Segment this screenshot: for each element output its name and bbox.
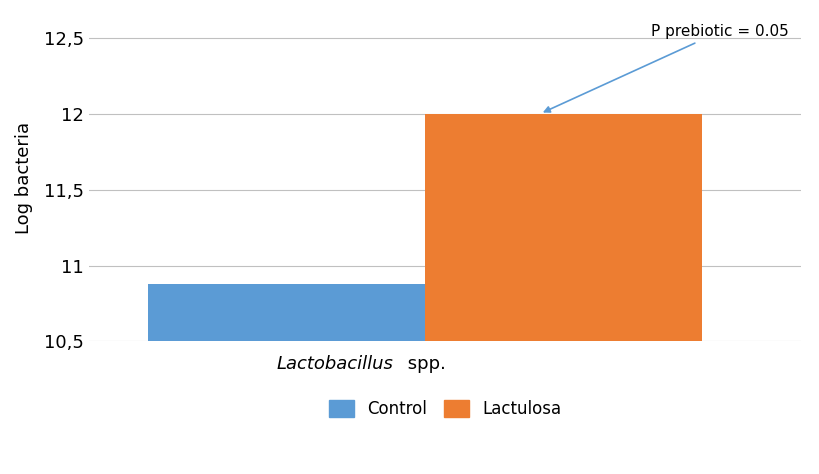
Legend: Control, Lactulosa: Control, Lactulosa <box>322 393 568 425</box>
Text: Lactobacillus: Lactobacillus <box>277 355 393 373</box>
Text: P prebiotic = 0.05: P prebiotic = 0.05 <box>544 24 788 112</box>
Text: spp.: spp. <box>401 355 445 373</box>
Y-axis label: Log bacteria: Log bacteria <box>15 122 33 234</box>
Bar <box>425 114 702 341</box>
Bar <box>148 284 425 341</box>
